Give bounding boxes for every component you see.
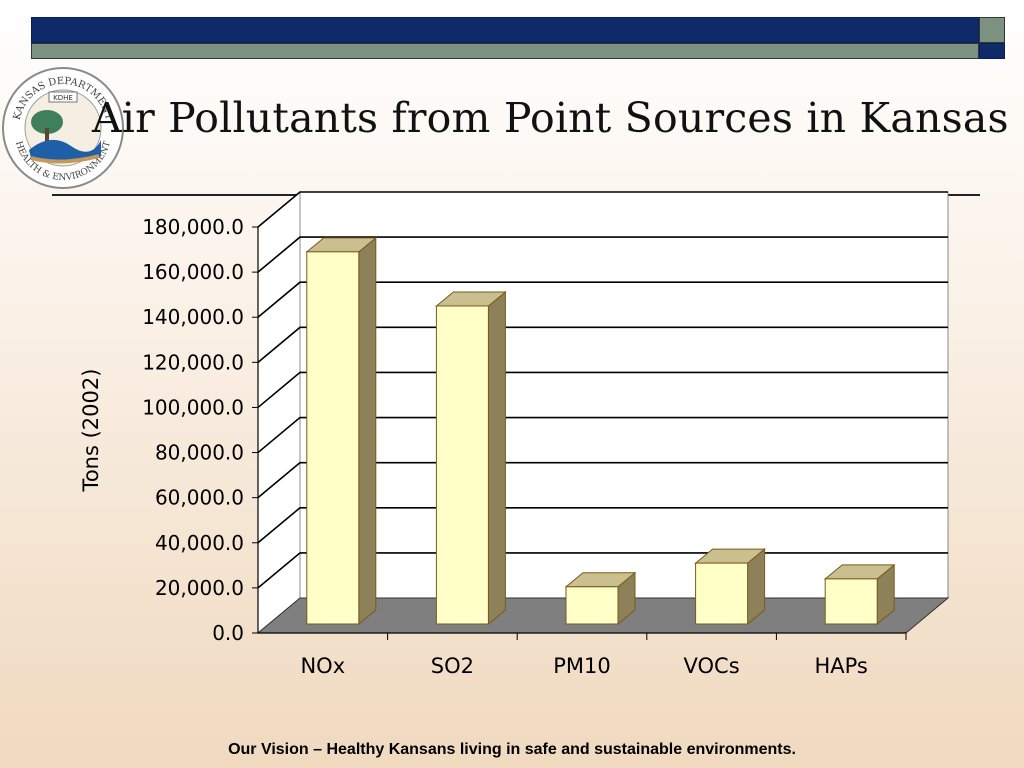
bar-vocs — [694, 548, 766, 626]
x-tick-label: PM10 — [553, 654, 611, 678]
bar-side — [487, 290, 506, 626]
bar-haps — [823, 563, 896, 626]
chart-back-wall — [299, 191, 949, 599]
y-tick-label: 180,000.0 — [142, 215, 244, 239]
gridline — [257, 281, 948, 318]
corner-square-green — [979, 17, 1005, 43]
y-tick-label: 160,000.0 — [142, 260, 244, 284]
bar-face — [435, 305, 489, 625]
gridline — [257, 416, 948, 454]
gridline — [257, 191, 948, 228]
y-tick-label: 120,000.0 — [142, 350, 244, 374]
bar-face — [824, 578, 878, 625]
y-tick-label: 80,000.0 — [155, 441, 244, 465]
y-tick-label: 100,000.0 — [142, 395, 244, 419]
gridline — [257, 371, 948, 409]
gridline — [257, 326, 948, 363]
gridline — [257, 506, 948, 544]
gridline — [257, 461, 948, 499]
y-tick-label: 20,000.0 — [155, 576, 244, 600]
y-tick-label: 40,000.0 — [155, 531, 244, 555]
x-tick-label: NOx — [300, 654, 345, 678]
gridline — [257, 236, 948, 273]
vision-footer: Our Vision – Healthy Kansans living in s… — [228, 741, 796, 758]
y-tick-label: 60,000.0 — [155, 486, 244, 510]
chart-side-wall — [257, 190, 301, 635]
logo-badge-text: KDHE — [53, 94, 73, 102]
bar-face — [565, 586, 619, 625]
tree-icon — [31, 110, 63, 134]
y-tick-label: 0.0 — [212, 621, 244, 645]
water-wave-icon — [29, 139, 101, 161]
top-band-navy — [31, 17, 979, 43]
bar-pm10 — [564, 571, 637, 626]
x-tick-label: VOCs — [684, 654, 740, 678]
bar-face — [306, 251, 360, 625]
bar-face — [695, 562, 749, 625]
bar-side — [358, 236, 377, 626]
y-tick-label: 140,000.0 — [142, 305, 244, 329]
kdhe-logo: KANSAS DEPARTMENT HEALTH & ENVIRONMENT K… — [2, 67, 124, 189]
corner-square-navy — [979, 43, 1005, 59]
page-title: Air Pollutants from Point Sources in Kan… — [92, 94, 1009, 142]
bar-so2 — [435, 290, 507, 626]
x-tick-label: SO2 — [431, 654, 474, 678]
x-tick-label: HAPs — [814, 654, 867, 678]
top-band-green — [31, 43, 979, 59]
bar-nox — [305, 236, 378, 626]
